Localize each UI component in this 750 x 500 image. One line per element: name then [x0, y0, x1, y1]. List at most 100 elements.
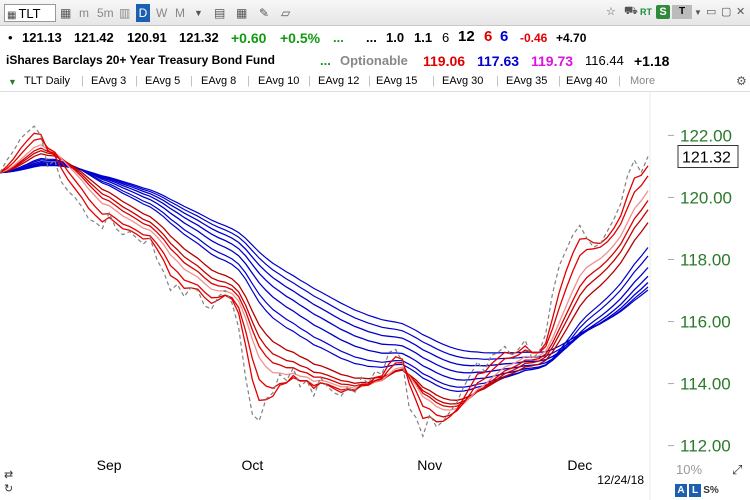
legend-separator: |: [432, 75, 435, 87]
zoom-level[interactable]: 10%: [676, 462, 703, 477]
price-line: [0, 125, 649, 439]
legend-separator: |: [308, 75, 311, 87]
dropdown-arrow-icon[interactable]: ▼: [694, 8, 702, 17]
y-tick-label: 112.00: [680, 437, 731, 456]
ema-line-10: [0, 147, 649, 408]
value-5: 6: [484, 28, 493, 45]
refresh-icon[interactable]: ↻: [4, 483, 14, 495]
period-daily-button[interactable]: D: [136, 4, 150, 22]
dots-black: ...: [366, 30, 377, 45]
legend-item-eavg-30[interactable]: EAvg 30: [442, 75, 484, 87]
a-toggle[interactable]: A: [675, 484, 687, 497]
legend-separator: |: [368, 75, 371, 87]
period-weekly-button[interactable]: W: [156, 6, 168, 20]
price-3: 119.73: [531, 53, 574, 69]
price-chart[interactable]: 122.00 120.00 118.00 116.00 114.00 112.00 121.…: [0, 92, 750, 500]
y-tick-label: 120.00: [680, 188, 732, 207]
legend-arrow-icon[interactable]: ▼: [8, 77, 17, 87]
name-row: iShares Barclays 20+ Year Treasury Bond …: [0, 50, 750, 72]
bullet: •: [8, 30, 13, 45]
price-2: 117.63: [477, 53, 520, 69]
legend-item-eavg-15[interactable]: EAvg 15: [376, 75, 418, 87]
open-value: 121.13: [22, 30, 62, 45]
close-icon[interactable]: ✕: [736, 6, 746, 18]
star-icon[interactable]: ☆: [606, 6, 616, 18]
last-price-label: 121.32: [682, 150, 731, 167]
ema-line-12: [0, 150, 649, 405]
legend-item-eavg-8[interactable]: EAvg 8: [201, 75, 237, 87]
legend-item-eavg-35[interactable]: EAvg 35: [506, 75, 548, 87]
minimize-icon[interactable]: ▭: [706, 6, 717, 18]
period-monthly-button[interactable]: M: [175, 6, 185, 20]
change-value: +0.60: [231, 30, 267, 46]
optionable-label: Optionable: [340, 53, 408, 68]
legend-item-eavg-3[interactable]: EAvg 3: [91, 75, 127, 87]
high-value: 121.42: [74, 30, 114, 45]
ema-line-15: [0, 153, 649, 401]
legend-item-eavg-10[interactable]: EAvg 10: [258, 75, 300, 87]
value-8: +4.70: [556, 31, 587, 45]
l-toggle[interactable]: L: [689, 484, 701, 497]
t-badge[interactable]: T: [672, 5, 692, 19]
settings-gear-icon[interactable]: ⚙: [736, 74, 747, 88]
y-tick-label: 114.00: [680, 375, 731, 394]
value-4: 12: [458, 28, 475, 45]
price-1: 119.06: [423, 53, 466, 69]
y-tick-label: 116.00: [680, 313, 731, 332]
legend-separator: |: [81, 75, 84, 87]
low-value: 120.91: [127, 30, 167, 45]
legend-item-tlt-daily[interactable]: TLT Daily: [24, 75, 71, 87]
legend-more-button[interactable]: More: [630, 75, 656, 87]
legend-separator: |: [496, 75, 499, 87]
period-5min-button[interactable]: 5m: [97, 6, 114, 20]
legend-separator: |: [190, 75, 193, 87]
symbol-value: TLT: [18, 6, 41, 21]
x-tick-label: Dec: [567, 457, 592, 473]
notes-icon[interactable]: ▱: [281, 6, 291, 20]
pencil-icon[interactable]: ✎: [259, 6, 270, 20]
change-percent: +0.5%: [280, 30, 321, 46]
x-tick-label: Nov: [417, 457, 442, 473]
s-percent-toggle[interactable]: S%: [703, 485, 719, 496]
legend-item-eavg-5[interactable]: EAvg 5: [145, 75, 181, 87]
resize-icon[interactable]: ⤢: [732, 462, 743, 477]
price-4: 116.44: [585, 53, 624, 68]
s-badge[interactable]: S: [656, 5, 670, 19]
ema-line-blue: [0, 164, 649, 360]
name-dots: ...: [320, 53, 331, 68]
symbol-input[interactable]: ▦ TLT: [4, 4, 56, 22]
grid-icon[interactable]: ▦: [60, 6, 72, 20]
symbol-menu-icon[interactable]: ▦: [7, 10, 17, 21]
date-label: 12/24/18: [597, 473, 644, 487]
close-value: 121.32: [179, 30, 219, 45]
table-icon[interactable]: ▦: [236, 6, 248, 20]
legend-separator: |: [247, 75, 250, 87]
legend-separator: |: [558, 75, 561, 87]
value-2: 1.1: [414, 30, 433, 45]
security-name: iShares Barclays 20+ Year Treasury Bond …: [6, 53, 275, 67]
ema-line-blue: [0, 159, 649, 388]
legend-row: ▼ TLT Daily | EAvg 3 | EAvg 5 | EAvg 8 |…: [0, 72, 750, 92]
value-7: -0.46: [520, 31, 548, 45]
ema-line-30: [0, 161, 649, 381]
price-5: +1.18: [634, 53, 670, 69]
ema-line-8: [0, 144, 649, 411]
scroll-left-icon[interactable]: ⇄: [4, 469, 14, 481]
realtime-badge[interactable]: RT: [640, 7, 652, 17]
toolbar: ▦ TLT ▦ m 5m ▥ D W M ▼ ▤ ▦ ✎ ▱ ☆ ⛟ RT S T…: [0, 0, 750, 26]
legend-item-eavg-12[interactable]: EAvg 12: [318, 75, 360, 87]
period-minute-button[interactable]: m: [79, 6, 89, 20]
x-tick-label: Oct: [241, 457, 263, 473]
legend-item-eavg-40[interactable]: EAvg 40: [566, 75, 608, 87]
maximize-icon[interactable]: ▢: [721, 6, 732, 18]
ema-line-40: [0, 163, 649, 367]
value-6: 6: [500, 28, 509, 45]
last-price-box: [677, 145, 739, 169]
y-tick-label: 122.00: [680, 126, 732, 145]
dots-green: ...: [333, 30, 344, 45]
bars-icon[interactable]: ▤: [214, 6, 226, 20]
chart-icon[interactable]: ▥: [119, 6, 131, 20]
dropdown-arrow-icon[interactable]: ▼: [194, 8, 203, 18]
cart-icon[interactable]: ⛟: [624, 5, 638, 17]
legend-separator: |: [135, 75, 138, 87]
